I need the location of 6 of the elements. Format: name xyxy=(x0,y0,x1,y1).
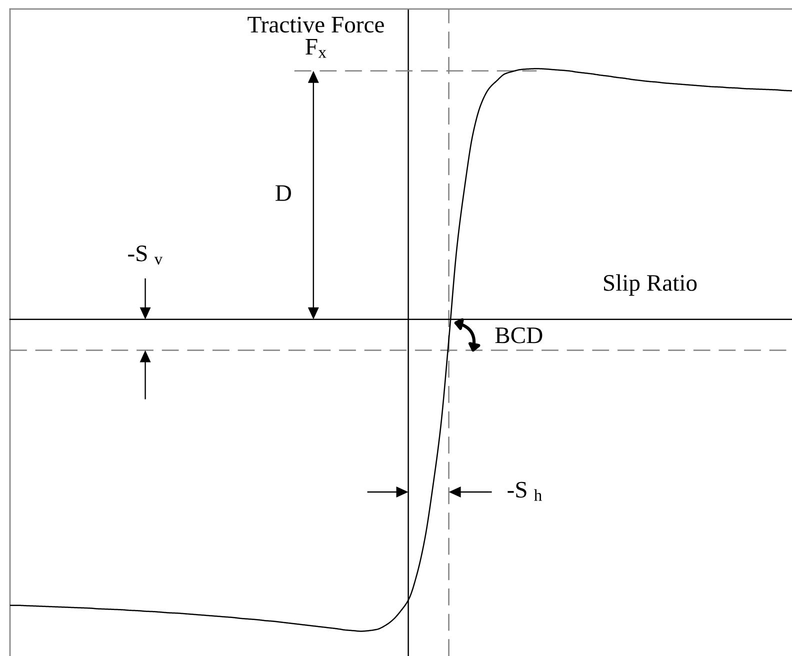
annotation: -S $_{h}$ xyxy=(508,482,542,501)
x-axis-title: Slip Ratio xyxy=(604,274,697,296)
annotation: D xyxy=(276,185,291,201)
annotation: BCD xyxy=(495,327,542,344)
annotation: -S $_{v}$ xyxy=(128,246,163,265)
y-axis-title: Tractive Force F$_{x}$ xyxy=(248,16,384,58)
